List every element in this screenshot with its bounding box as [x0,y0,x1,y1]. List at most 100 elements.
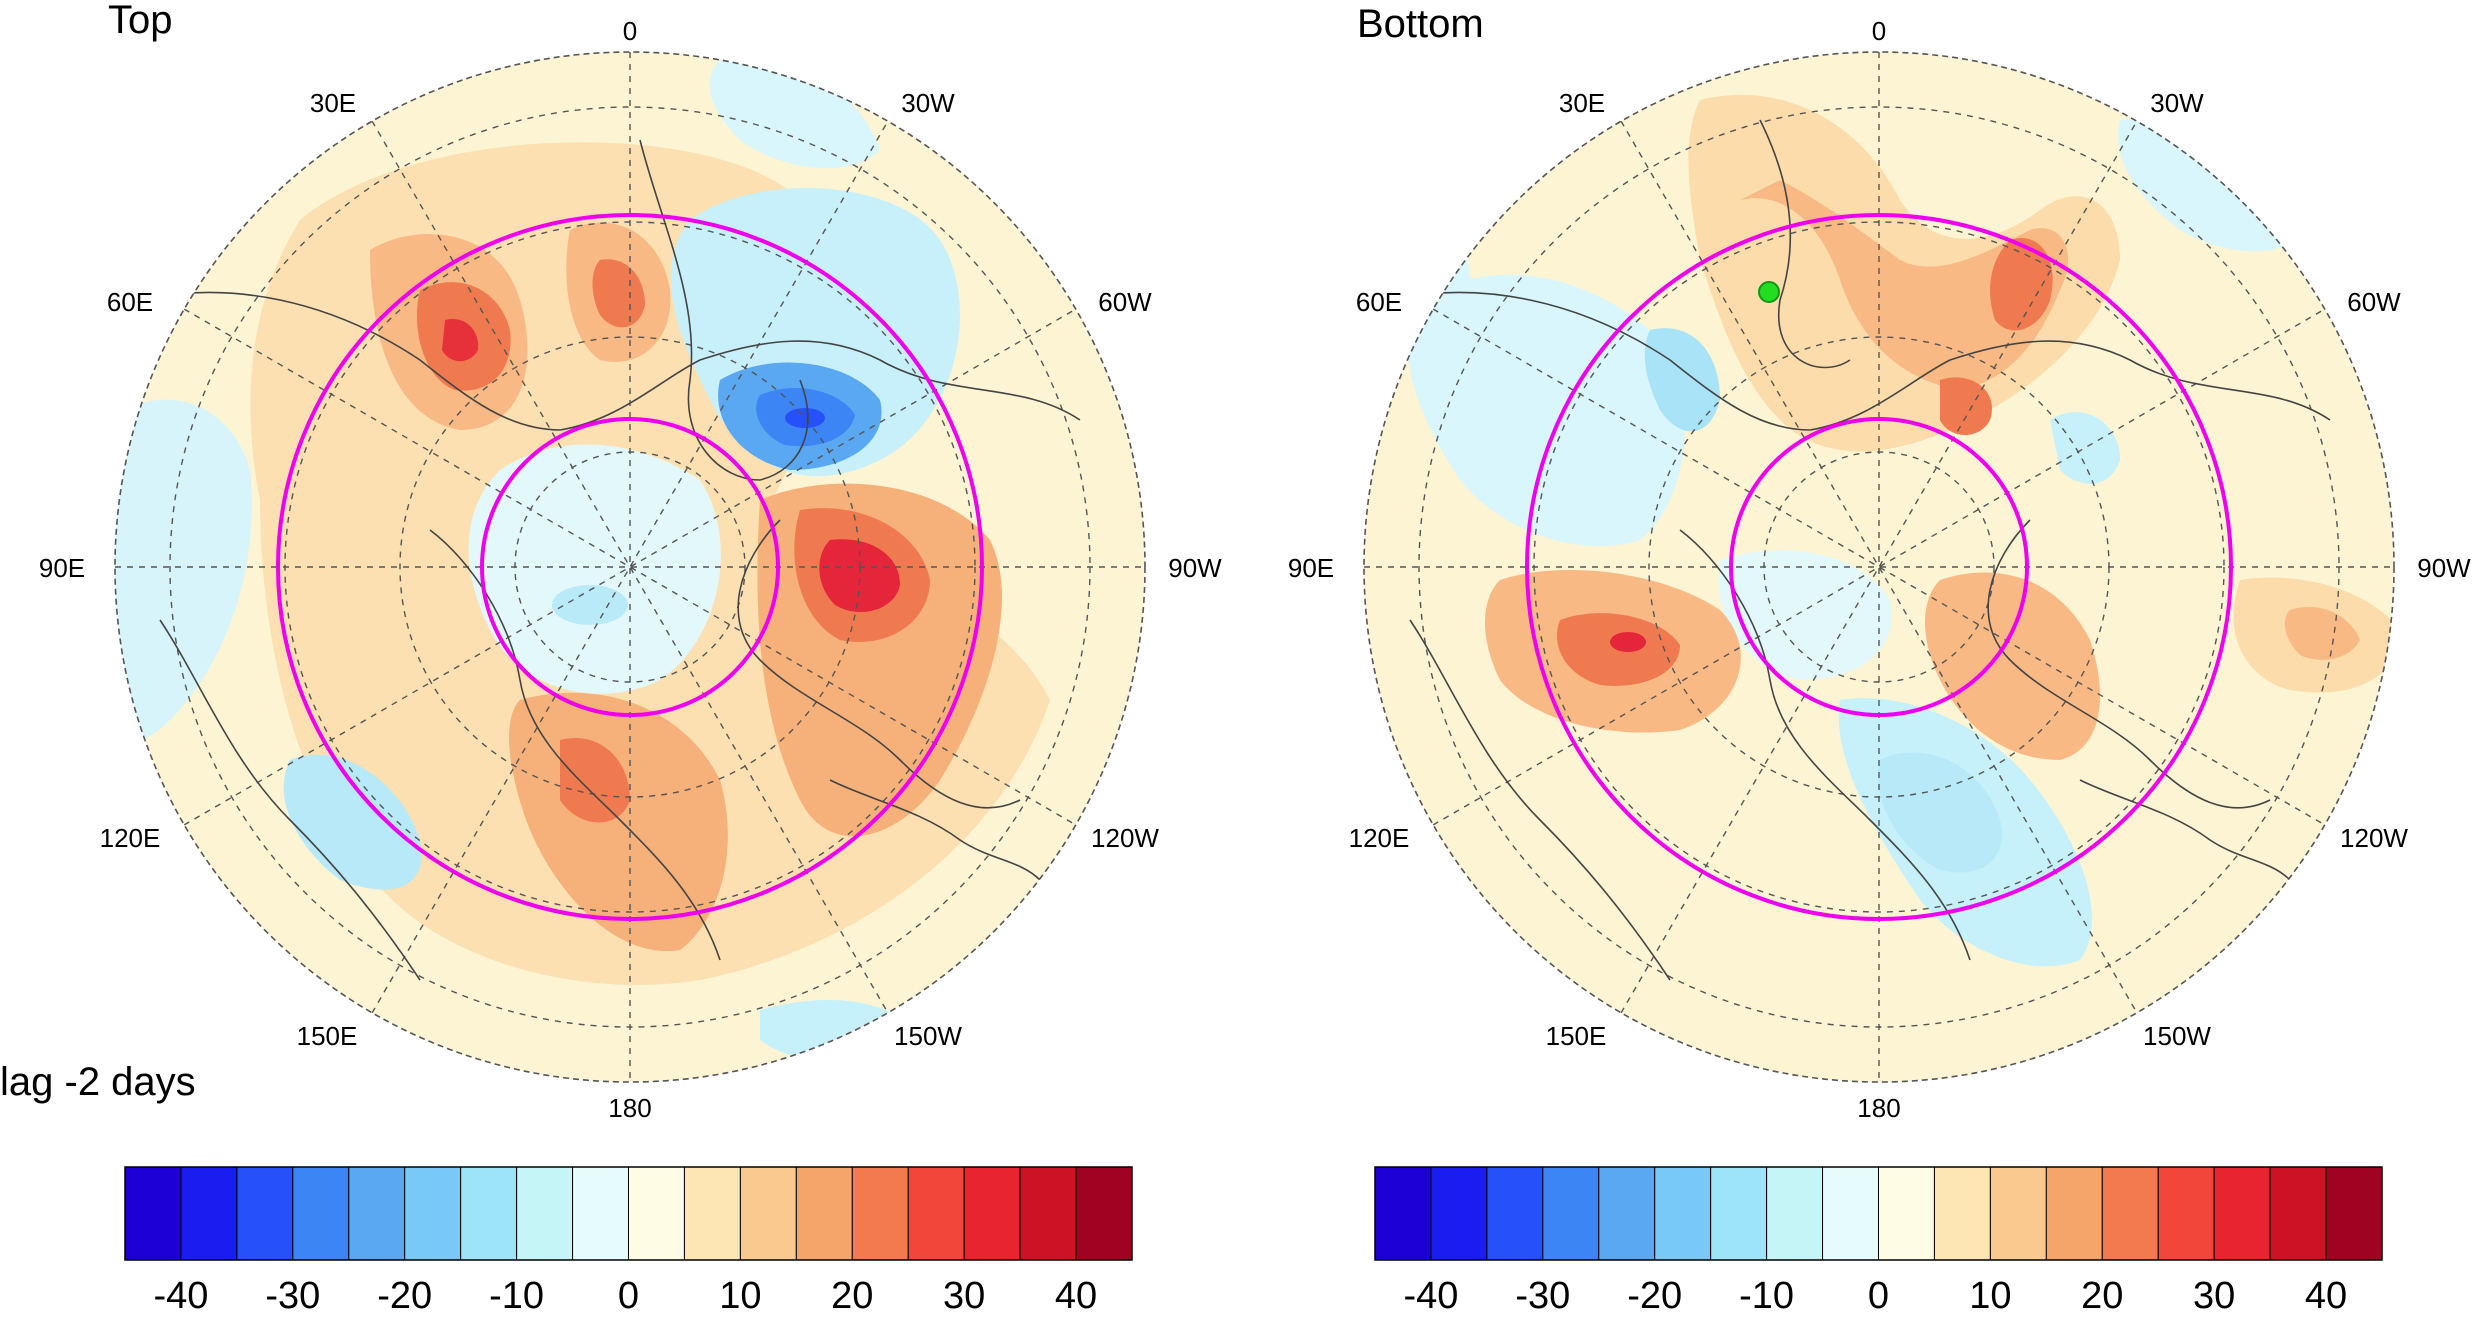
colorbar-swatch-top [124,1166,182,1261]
colorbar-swatch-top [1019,1166,1077,1261]
colorbar-tick-label-bottom: 20 [2081,1275,2123,1317]
colorbar-swatch-top [516,1166,574,1261]
colorbar-swatch-bottom [1933,1166,1991,1261]
colorbar-swatch-bottom [1654,1166,1712,1261]
lon-labels-bottom: 0 30W 60W 90W 120W 150W 180 150E 120E 90… [1288,16,2471,1123]
colorbar-swatch-top [348,1166,406,1261]
colorbar-tick-label-bottom: 10 [1969,1275,2011,1317]
colorbar-swatch-bottom [2101,1166,2159,1261]
colorbar-tick-label-bottom: -30 [1515,1275,1570,1317]
lon-label: 150W [2143,1021,2211,1051]
lon-label: 120W [1091,823,1159,853]
lon-label: 120W [2340,823,2408,853]
colorbar-outline-top [124,1166,1133,1261]
colorbar-outline-bottom [1374,1166,2383,1261]
lon-label: 120E [1349,823,1410,853]
lon-label: 60W [2347,287,2401,317]
lon-label: 30E [310,88,356,118]
colorbar-tick-label-top: -20 [377,1275,432,1317]
colorbar-tick-label-bottom: -40 [1403,1275,1458,1317]
colorbar-swatch-bottom [1766,1166,1824,1261]
lon-label: 150E [1546,1021,1607,1051]
panel-title-bottom: Bottom [1357,2,1484,46]
lon-label: 150E [297,1021,358,1051]
colorbar-swatch-bottom [1486,1166,1544,1261]
lon-label: 60E [1356,287,1402,317]
colorbar-swatch-bottom [1542,1166,1600,1261]
colorbar-tick-label-bottom: 0 [1868,1275,1889,1317]
polar-map-top: 0 30W 60W 90W 120W 150W 180 150E 120E 90… [39,16,1222,1123]
colorbar-swatch-bottom [1878,1166,1935,1261]
lag-label: lag -2 days [0,1060,196,1104]
colorbar-swatch-bottom [2325,1166,2383,1261]
colorbar-swatch-bottom [2157,1166,2215,1261]
colorbar-swatch-top [180,1166,238,1261]
lon-label: 30W [2150,88,2204,118]
lon-label: 30W [901,88,955,118]
lon-label: 0 [1872,16,1886,46]
outer-ring-top [276,213,984,921]
colorbar-tick-label-bottom: -20 [1627,1275,1682,1317]
lon-label: 90E [1288,553,1334,583]
colorbar-swatch-top [907,1166,965,1261]
colorbar-tick-label-bottom: 30 [2193,1275,2235,1317]
lon-label: 150W [894,1021,962,1051]
colorbar-tick-label-top: 30 [943,1275,985,1317]
map-border-top [114,51,1146,1083]
inner-ring-bottom [1729,417,2029,717]
colorbar-swatch-top [628,1166,685,1261]
colorbar-tick-label-top: 0 [618,1275,639,1317]
colorbar-swatch-top [236,1166,294,1261]
lon-label: 0 [623,16,637,46]
colorbar-tick-label-top: -40 [153,1275,208,1317]
colorbar-swatch-bottom [1598,1166,1656,1261]
colorbar-swatch-top [1075,1166,1133,1261]
colorbar-swatch-bottom [2269,1166,2327,1261]
colorbar-tick-label-top: 20 [831,1275,873,1317]
colorbar-top: -40 -30 -20 -10 0 10 20 30 40 [124,1166,1133,1317]
lon-label: 180 [1857,1093,1900,1123]
lon-label: 60W [1098,287,1152,317]
colorbar-swatch-top [572,1166,629,1261]
lon-labels-top: 0 30W 60W 90W 120W 150W 180 150E 120E 90… [39,16,1222,1123]
colorbar-swatch-bottom [1989,1166,2047,1261]
colorbar-bottom: -40 -30 -20 -10 0 10 20 30 40 [1374,1166,2383,1317]
colorbar-swatch-bottom [1374,1166,1432,1261]
colorbar-swatch-top [404,1166,462,1261]
polar-map-bottom: 0 30W 60W 90W 120W 150W 180 150E 120E 90… [1288,16,2471,1123]
lon-label: 90W [2417,553,2471,583]
colorbar-tick-label-top: -30 [265,1275,320,1317]
colorbar-swatch-top [963,1166,1021,1261]
map-border-bottom [1363,51,2395,1083]
colorbar-tick-label-top: 10 [719,1275,761,1317]
colorbar-swatch-bottom [2213,1166,2271,1261]
colorbar-swatch-top [460,1166,518,1261]
outer-ring-bottom [1525,213,2233,921]
graticule-top [115,52,1145,1082]
colorbar-swatch-bottom [1430,1166,1488,1261]
coastlines-bottom [1389,119,2331,981]
colorbar-tick-label-bottom: -10 [1739,1275,1794,1317]
colorbar-swatch-top [795,1166,853,1261]
colorbar-swatch-bottom [2045,1166,2103,1261]
inner-ring-top [480,417,780,717]
colorbar-swatch-top [292,1166,350,1261]
lon-label: 90E [39,553,85,583]
colorbar-swatch-top [851,1166,909,1261]
graticule-bottom [1364,52,2394,1082]
lon-label: 180 [608,1093,651,1123]
lon-label: 90W [1168,553,1222,583]
colorbar-tick-label-top: 40 [1055,1275,1097,1317]
colorbar-swatch-top [739,1166,797,1261]
colorbar-tick-label-bottom: 40 [2305,1275,2347,1317]
colorbar-tick-label-top: -10 [489,1275,544,1317]
colorbar-swatch-bottom [1710,1166,1768,1261]
panel-title-top: Top [108,0,173,42]
lon-label: 60E [107,287,153,317]
lon-label: 120E [100,823,161,853]
colorbar-swatch-bottom [1822,1166,1879,1261]
green-marker [1758,281,1780,303]
lon-label: 30E [1559,88,1605,118]
colorbar-swatch-top [683,1166,741,1261]
